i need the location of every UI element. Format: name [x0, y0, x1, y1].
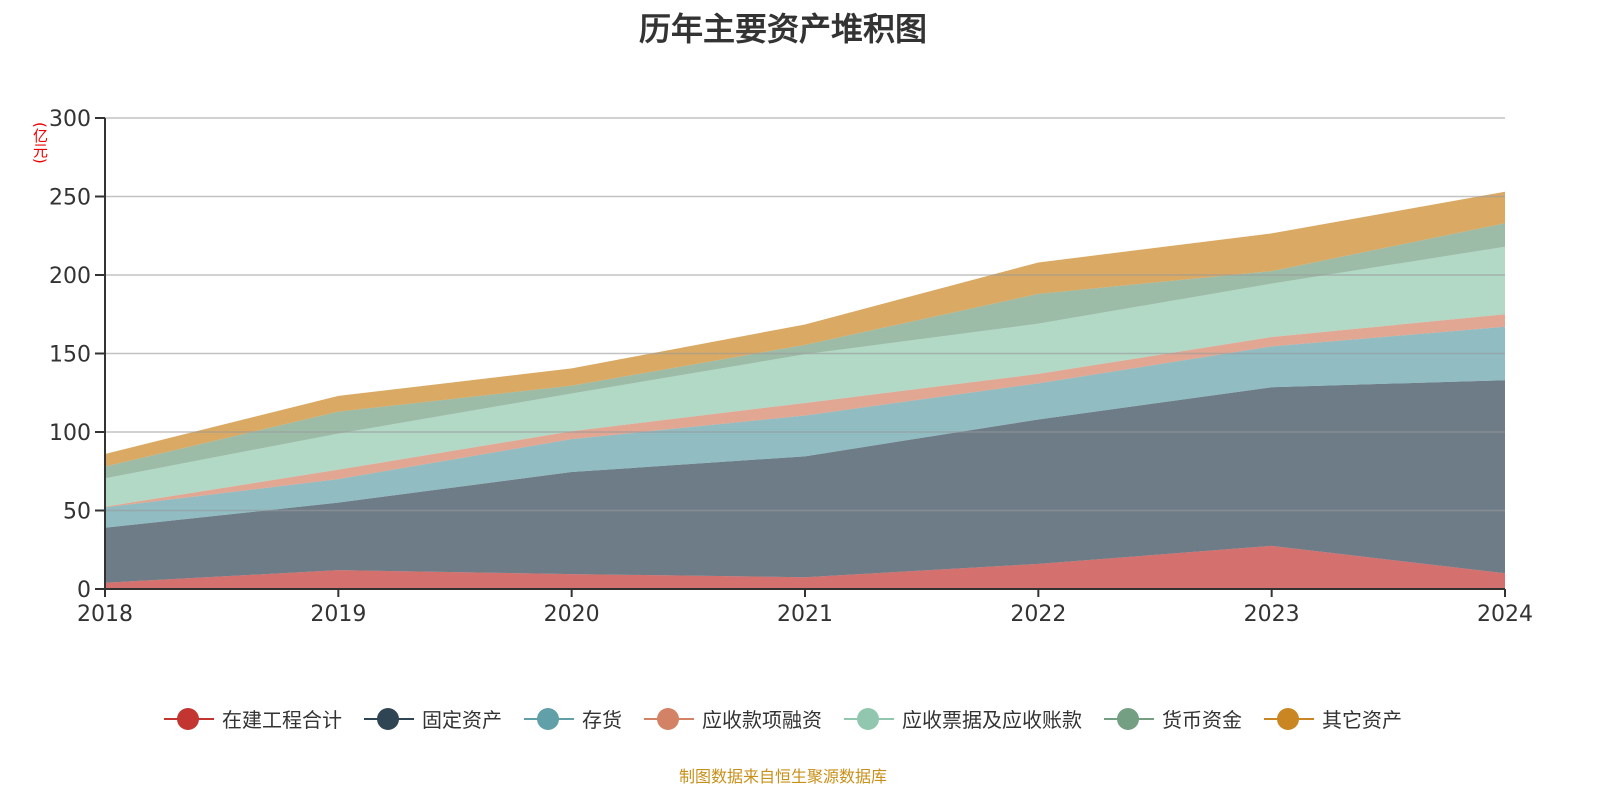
area-6	[105, 223, 1505, 479]
x-tick-label: 2018	[77, 602, 133, 627]
x-tick-label: 2024	[1477, 602, 1533, 627]
area-1	[105, 545, 1505, 589]
legend-item[interactable]: 应收票据及应收账款	[844, 704, 1082, 733]
y-axis-unit: (亿元)	[31, 122, 49, 164]
y-tick-label: 150	[49, 343, 91, 368]
x-tick-label: 2022	[1010, 602, 1066, 627]
legend-item[interactable]: 货币资金	[1104, 704, 1242, 733]
area-3	[105, 326, 1505, 528]
area-5	[105, 246, 1505, 507]
legend-marker-icon	[844, 705, 894, 733]
legend-item[interactable]: 应收款项融资	[644, 704, 822, 733]
y-tick-label: 50	[63, 500, 91, 525]
legend-marker-icon	[1104, 705, 1154, 733]
legend-item[interactable]: 其它资产	[1264, 704, 1402, 733]
area-7	[105, 191, 1505, 467]
y-tick-label: 250	[49, 186, 91, 211]
legend-item[interactable]: 在建工程合计	[164, 704, 342, 733]
legend-label: 其它资产	[1322, 708, 1402, 732]
legend-marker-icon	[1264, 705, 1314, 733]
legend-label: 应收票据及应收账款	[902, 708, 1082, 732]
y-tick-label: 0	[77, 578, 91, 603]
y-tick-label: 100	[49, 421, 91, 446]
source-note: 制图数据来自恒生聚源数据库	[678, 767, 887, 786]
area-4	[105, 314, 1505, 508]
legend-marker-icon	[524, 705, 574, 733]
stacked-area-chart: 0 50 100 150 200 250 300 2018 2019 2020 2021 2022 20…	[49, 107, 1533, 627]
legend-label: 应收款项融资	[702, 708, 822, 732]
y-tick-label: 200	[49, 264, 91, 289]
x-tick-label: 2019	[310, 602, 366, 627]
legend-marker-icon	[364, 705, 414, 733]
x-tick-label: 2020	[544, 602, 600, 627]
legend-label: 货币资金	[1162, 708, 1242, 732]
legend-label: 存货	[582, 708, 622, 732]
legend-item[interactable]: 固定资产	[364, 704, 502, 733]
x-tick-label: 2023	[1244, 602, 1300, 627]
legend-item[interactable]: 存货	[524, 704, 622, 733]
chart-title: 历年主要资产堆积图	[638, 10, 927, 48]
legend-label: 在建工程合计	[222, 708, 342, 732]
legend-label: 固定资产	[422, 708, 502, 732]
x-tick-label: 2021	[777, 602, 833, 627]
legend: 在建工程合计 固定资产 存货 应收款项融资 应收票据及应收账款 货币资金 其它资产	[0, 704, 1566, 733]
legend-marker-icon	[644, 705, 694, 733]
area-2	[105, 380, 1505, 583]
legend-marker-icon	[164, 705, 214, 733]
y-tick-label: 300	[49, 107, 91, 132]
